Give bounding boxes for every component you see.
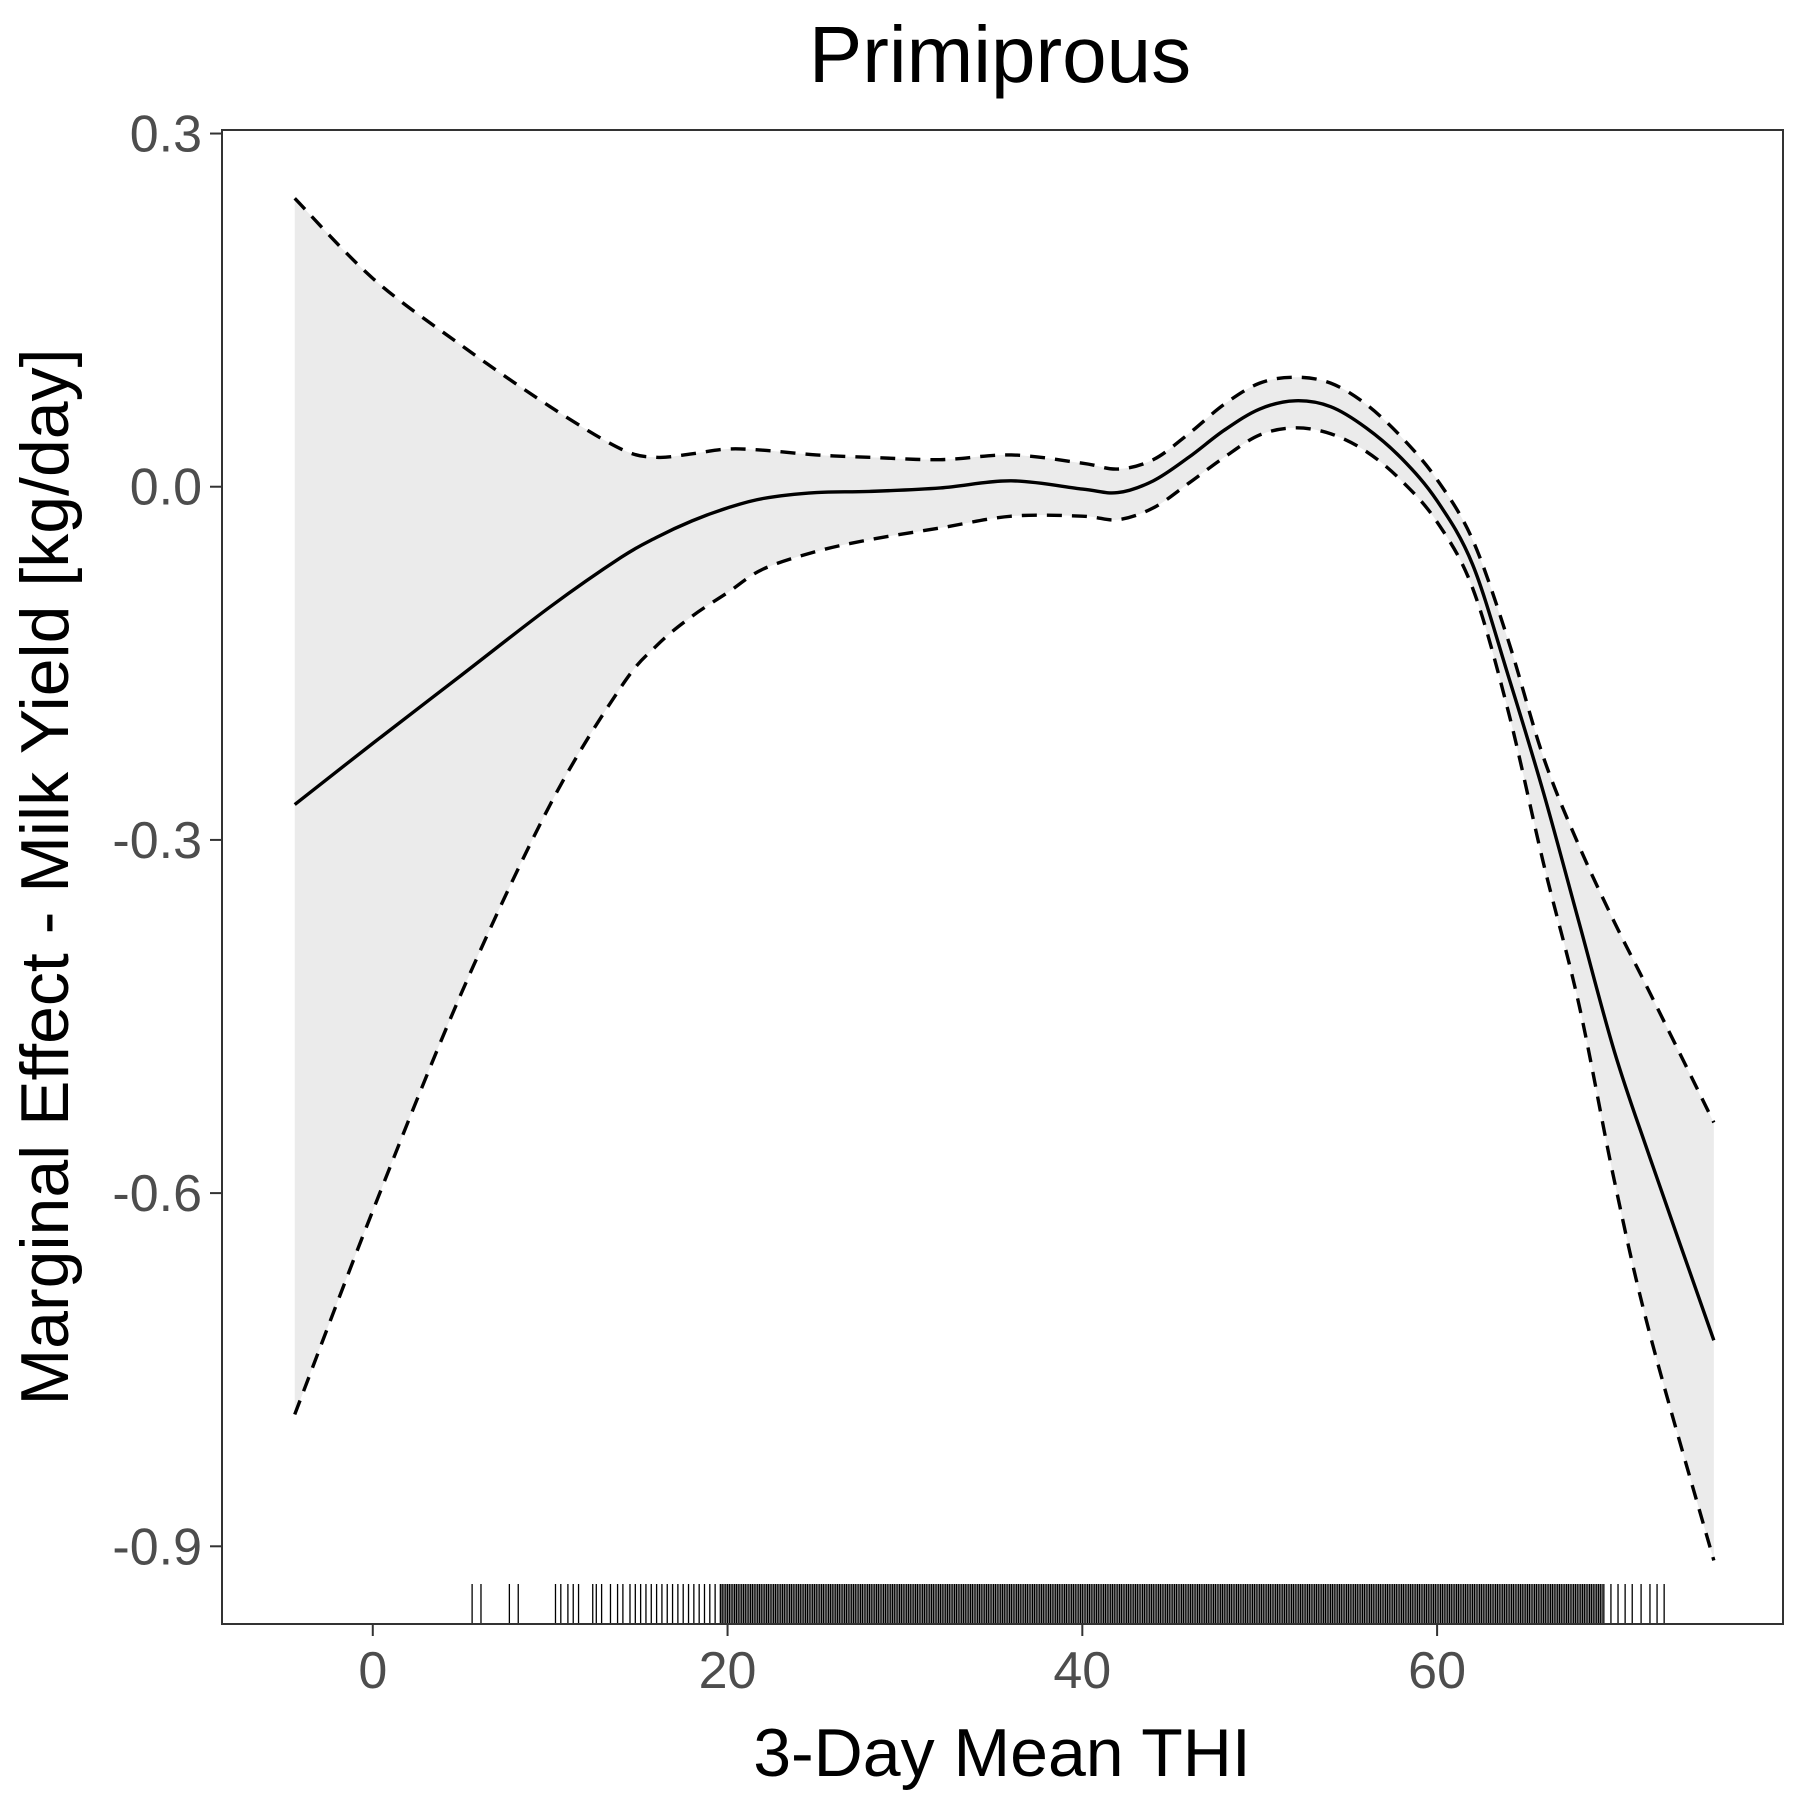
y-tick-label: -0.3 <box>112 812 202 870</box>
confidence-band <box>294 198 1714 1561</box>
y-axis-title: Marginal Effect - Milk Yield [kg/day] <box>7 349 83 1406</box>
rug-layer <box>471 1584 1665 1624</box>
confidence-band-layer <box>294 198 1714 1561</box>
x-tick-label: 40 <box>1053 1642 1111 1700</box>
x-axis: 0 20 40 60 <box>358 1624 1466 1700</box>
chart-title: Primiprous <box>809 10 1191 99</box>
x-tick-label: 0 <box>358 1642 387 1700</box>
plot-area <box>221 129 1784 1625</box>
x-tick-label: 20 <box>699 1642 757 1700</box>
upper-bound-line <box>293 197 1716 1124</box>
y-tick-label: 0.3 <box>130 106 202 164</box>
x-tick-label: 60 <box>1408 1642 1466 1700</box>
y-tick-label: -0.9 <box>112 1518 202 1576</box>
series-line-layer <box>293 197 1716 1561</box>
y-tick-label: -0.6 <box>112 1165 202 1223</box>
estimate-line <box>293 399 1716 1341</box>
y-tick-label: 0.0 <box>130 459 202 517</box>
x-axis-title: 3-Day Mean THI <box>753 1715 1251 1791</box>
y-axis: 0.3 0.0 -0.3 -0.6 -0.9 <box>112 106 222 1576</box>
panel-border <box>221 129 1784 1625</box>
lower-bound-line <box>293 426 1716 1561</box>
